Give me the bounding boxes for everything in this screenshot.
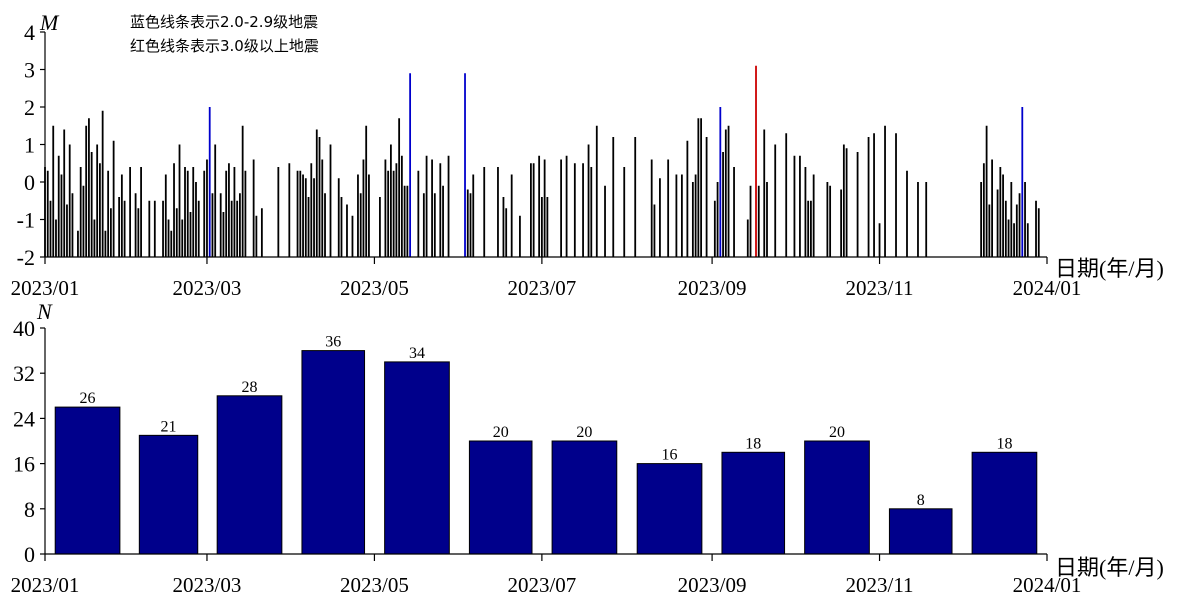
bar-value-label: 20 <box>829 424 845 441</box>
bar-value-label: 21 <box>161 418 177 435</box>
bar-value-label: 18 <box>996 435 1012 452</box>
monthly-count-bar <box>971 451 1038 555</box>
y-tick-label: 1 <box>24 133 35 158</box>
monthly-count-bar <box>551 440 618 555</box>
y-tick-label: 24 <box>13 406 35 431</box>
y-tick-label: 16 <box>13 452 35 477</box>
y-tick-label: 32 <box>13 361 35 386</box>
y-tick-label: -2 <box>17 245 35 270</box>
x-tick-label: 2023/09 <box>678 276 747 300</box>
count-bars: 26 21 28 36 34 20 20 16 18 20 8 18 <box>54 334 1038 555</box>
monthly-count-bar <box>636 463 703 555</box>
bar-value-label: 20 <box>576 424 592 441</box>
y-tick-label: 4 <box>24 20 35 45</box>
y-tick-label: -1 <box>17 208 35 233</box>
monthly-count-bar <box>721 451 786 555</box>
monthly-count-bar <box>888 508 953 555</box>
magnitude-x-axis: 2023/01 2023/03 2023/05 2023/07 2023/09 2023/… <box>11 257 1082 300</box>
y-tick-label: 2 <box>24 95 35 120</box>
magnitude-events <box>44 65 1040 257</box>
x-tick-label: 2024/01 <box>1013 573 1082 597</box>
y-tick-label: 3 <box>24 58 35 83</box>
bar-value-label: 28 <box>242 379 258 396</box>
monthly-count-bar <box>138 434 199 555</box>
bar-value-label: 8 <box>917 492 925 509</box>
monthly-count-bar <box>54 406 121 555</box>
bar-value-label: 16 <box>662 447 678 464</box>
monthly-count-bar <box>384 361 450 555</box>
x-tick-label: 2023/03 <box>173 276 242 300</box>
legend-red-text: 红色线条表示3.0级以上地震 <box>130 37 319 55</box>
magnitude-panel: M 蓝色线条表示2.0-2.9级地震 红色线条表示3.0级以上地震 4 3 2 1 0 -… <box>11 10 1164 300</box>
x-tick-label: 2023/07 <box>507 573 576 597</box>
count-y-axis: 0 8 16 24 32 40 <box>13 316 45 567</box>
y-tick-label: 40 <box>13 316 35 341</box>
count-x-label: 日期(年/月) <box>1055 555 1164 580</box>
y-tick-label: 8 <box>24 497 35 522</box>
monthly-count-bar <box>301 350 366 555</box>
magnitude-y-axis: 4 3 2 1 0 -1 -2 <box>17 20 45 270</box>
x-tick-label: 2024/01 <box>1013 276 1082 300</box>
x-tick-label: 2023/05 <box>340 276 409 300</box>
magnitude-y-label: M <box>39 10 60 35</box>
legend: 蓝色线条表示2.0-2.9级地震 红色线条表示3.0级以上地震 <box>130 13 319 55</box>
y-tick-label: 0 <box>24 170 35 195</box>
count-x-axis: 2023/01 2023/03 2023/05 2023/07 2023/09 2023/… <box>11 554 1082 597</box>
monthly-count-bar <box>804 440 870 555</box>
x-tick-label: 2023/01 <box>11 573 80 597</box>
count-panel: N 0 8 16 24 32 40 26 21 28 36 34 20 20 16 18 20 8 18 202… <box>11 299 1164 597</box>
x-tick-label: 2023/03 <box>173 573 242 597</box>
count-y-label: N <box>36 299 53 324</box>
x-tick-label: 2023/05 <box>340 573 409 597</box>
bar-value-label: 26 <box>80 390 96 407</box>
y-tick-label: 0 <box>24 542 35 567</box>
x-tick-label: 2023/01 <box>11 276 80 300</box>
x-tick-label: 2023/11 <box>846 276 914 300</box>
monthly-count-bar <box>468 440 533 555</box>
bar-value-label: 34 <box>409 345 425 362</box>
magnitude-x-label: 日期(年/月) <box>1055 256 1164 281</box>
bar-value-label: 36 <box>325 334 341 351</box>
bar-value-label: 18 <box>745 435 761 452</box>
x-tick-label: 2023/09 <box>678 573 747 597</box>
monthly-count-bar <box>216 395 283 555</box>
x-tick-label: 2023/11 <box>846 573 914 597</box>
bar-value-label: 20 <box>493 424 509 441</box>
legend-blue-text: 蓝色线条表示2.0-2.9级地震 <box>130 13 318 31</box>
x-tick-label: 2023/07 <box>507 276 576 300</box>
